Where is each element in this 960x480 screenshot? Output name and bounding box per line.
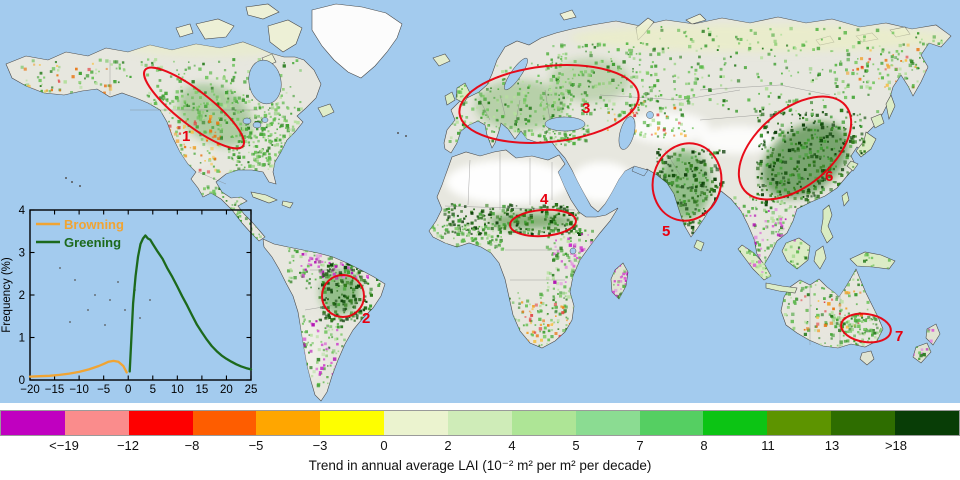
inset-frequency-chart: Frequency (%) −20 −15 −10 −5 0 5 10 15 20 25 0 1 2 3 4… — [1, 205, 257, 396]
colorbar-segment-3 — [192, 411, 257, 435]
region-ellipse-3 — [458, 64, 640, 144]
pacific-island-dots — [59, 132, 407, 326]
region-number-7: 7 — [895, 328, 903, 345]
inset-x-tick: 15 — [195, 384, 208, 396]
inset-y-tick: 1 — [19, 333, 25, 345]
inset-x-tick: 10 — [171, 384, 184, 396]
inset-y-tick: 2 — [19, 290, 25, 302]
region-ellipse-5 — [651, 142, 723, 222]
colorbar-label-8: 5 — [572, 438, 580, 453]
inset-x-tick: 20 — [220, 384, 233, 396]
region-ellipse-1 — [143, 66, 245, 150]
inset-y-tick: 0 — [19, 375, 25, 387]
colorbar-segment-8 — [511, 411, 576, 435]
colorbar-segment-4 — [256, 411, 321, 435]
colorbar-segment-11 — [703, 411, 768, 435]
colorbar-segment-7 — [448, 411, 512, 435]
colorbar-segment-13 — [831, 411, 896, 435]
colorbar-label-2: −8 — [184, 438, 200, 453]
highlight-regions: 1 2 3 4 5 6 7 — [143, 64, 903, 345]
inset-x-tick: −15 — [45, 384, 65, 396]
region-ellipse-2 — [321, 274, 365, 318]
inland-seas — [242, 57, 654, 255]
inset-y-tick: 3 — [19, 248, 25, 260]
region-number-6: 6 — [825, 168, 833, 185]
legend-label-browning: Browning — [64, 217, 124, 232]
colorbar-label-13: >18 — [884, 438, 908, 453]
region-number-3: 3 — [582, 100, 590, 117]
colorbar-segment-9 — [575, 411, 640, 435]
inset-x-tick: −10 — [69, 384, 89, 396]
colorbar-labels: <−19 −12 −8 −5 −3 0 2 4 5 7 8 11 13 >18 — [0, 438, 960, 454]
colorbar-label-9: 7 — [636, 438, 644, 453]
region-ellipse-7 — [840, 312, 892, 344]
colorbar-label-6: 2 — [444, 438, 452, 453]
colorbar-label-7: 4 — [508, 438, 516, 453]
colorbar-segment-14 — [895, 411, 959, 435]
colorbar-segment-5 — [320, 411, 385, 435]
region-ellipse-4 — [509, 208, 577, 238]
colorbar-segment-1 — [64, 411, 129, 435]
colorbar-label-5: 0 — [380, 438, 388, 453]
colorbar-segment-0 — [1, 411, 65, 435]
legend-label-greening: Greening — [64, 235, 121, 250]
inset-y-axis-label: Frequency (%) — [1, 257, 13, 333]
colorbar-segment-2 — [128, 411, 193, 435]
greening-curve — [128, 234, 253, 373]
region-ellipse-6 — [737, 95, 853, 201]
colorbar-label-11: 11 — [761, 438, 775, 453]
region-number-1: 1 — [182, 128, 190, 145]
inset-x-tick: 0 — [125, 384, 131, 396]
inset-x-tick: −20 — [20, 384, 40, 396]
region-number-5: 5 — [662, 223, 670, 240]
colorbar-label-0: <−19 — [49, 438, 79, 453]
inset-x-tick: 5 — [150, 384, 156, 396]
colorbar-label-4: −3 — [312, 438, 328, 453]
inset-x-tick: 25 — [245, 384, 258, 396]
colorbar-segment-12 — [767, 411, 832, 435]
region-number-4: 4 — [540, 191, 549, 208]
colorbar — [0, 410, 960, 436]
figure-caption: Trend in annual average LAI (10⁻² m² per… — [308, 458, 652, 473]
region-number-2: 2 — [362, 310, 370, 327]
colorbar-label-12: 13 — [824, 438, 840, 453]
browning-curve — [28, 359, 128, 378]
land-texture-speckles — [19, 26, 951, 388]
inset-y-tick: 4 — [19, 205, 26, 217]
colorbar-label-3: −5 — [248, 438, 264, 453]
colorbar-segment-10 — [639, 411, 704, 435]
inset-x-tick: −5 — [97, 384, 110, 396]
colorbar-label-10: 8 — [700, 438, 708, 453]
colorbar-segment-6 — [384, 411, 449, 435]
colorbar-label-1: −12 — [116, 438, 140, 453]
